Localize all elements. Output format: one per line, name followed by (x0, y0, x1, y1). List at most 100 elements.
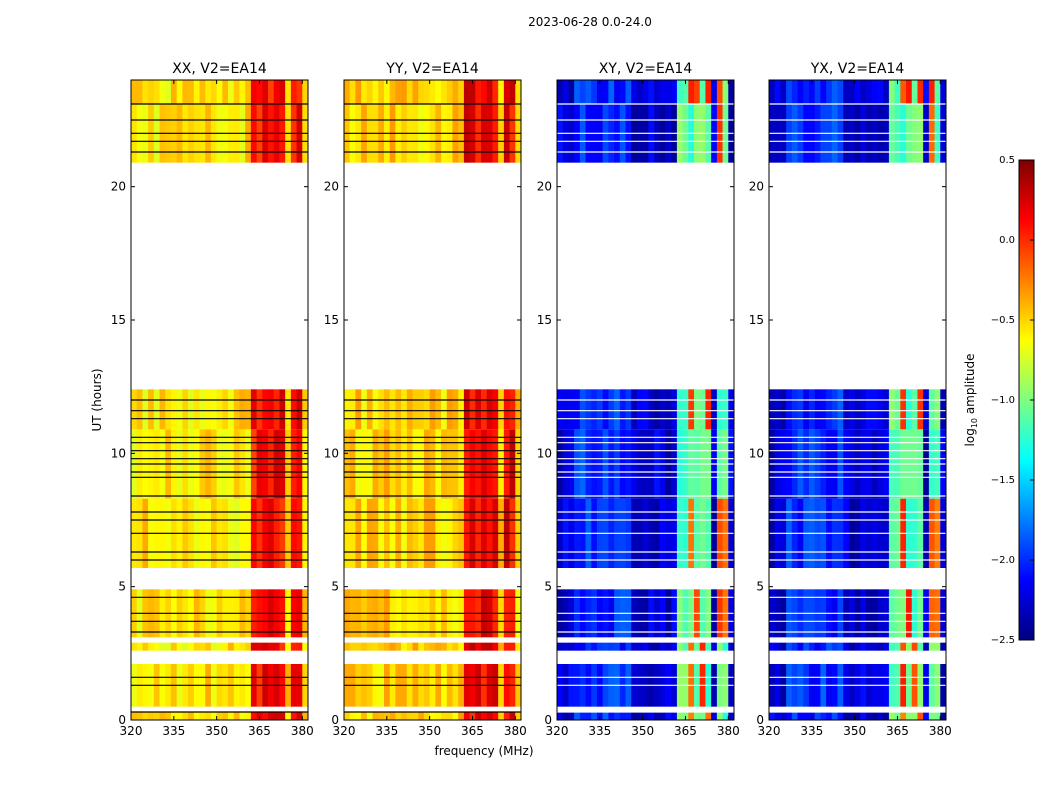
heatmap-cell (233, 389, 240, 430)
y-tick-label: 10 (749, 446, 764, 460)
x-tick-label: 380 (291, 724, 314, 738)
heatmap-cell (418, 642, 425, 651)
heatmap-cell (614, 642, 621, 651)
heatmap-cell (165, 642, 172, 651)
colorbar-label-main: log (963, 428, 977, 446)
heatmap-cell (412, 389, 419, 430)
y-tick-label: 20 (537, 180, 552, 194)
colorbar-tick-label: −2.0 (991, 555, 1015, 566)
heatmap-cell (233, 80, 240, 104)
heatmap-cell (820, 389, 827, 430)
heatmap-cell (648, 389, 655, 430)
heatmap-cell (372, 712, 379, 720)
x-tick-label: 365 (461, 724, 484, 738)
heatmap-cell (699, 80, 706, 104)
heatmap-cell (671, 80, 678, 104)
heatmap-cell (883, 712, 890, 720)
heatmap-cell (366, 642, 373, 651)
heatmap-cell (860, 80, 867, 104)
heatmap-cell (429, 712, 436, 720)
heatmap-cell (389, 712, 396, 720)
heatmap-cell (188, 80, 195, 104)
heatmap-cell (228, 80, 235, 104)
y-tick-label: 15 (537, 313, 552, 327)
heatmap-cell (791, 80, 798, 104)
y-axis: 0 5 10 15 20 (324, 180, 521, 727)
y-tick-label: 15 (111, 313, 126, 327)
heatmap-cell (475, 389, 482, 430)
heatmap-cell (808, 642, 816, 651)
panel-frame (130, 79, 309, 721)
heatmap-cell (429, 389, 436, 430)
heatmap-cell (562, 80, 569, 104)
heatmap-cell (682, 642, 689, 651)
heatmap-cell (503, 712, 510, 720)
heatmap-cell (917, 642, 924, 651)
heatmap-cell (492, 642, 499, 651)
heatmap-cell (469, 642, 476, 651)
y-tick-label: 0 (118, 713, 126, 727)
heatmap-cell (631, 389, 638, 430)
heatmap-cell (498, 80, 505, 104)
heatmap-cell (877, 80, 884, 104)
heatmap-cell (142, 712, 149, 720)
heatmap-cell (596, 389, 604, 430)
y-axis: 0 5 10 15 20 (749, 180, 946, 727)
heatmap-cell (694, 642, 701, 651)
heatmap-cell (774, 80, 781, 104)
heatmap-cell (423, 642, 431, 651)
heatmap-cell (406, 80, 413, 104)
heatmap-cell (934, 80, 941, 104)
x-tick-label: 350 (205, 724, 228, 738)
x-tick-label: 365 (886, 724, 909, 738)
heatmap-cell (268, 712, 275, 720)
heatmap-cell (642, 80, 649, 104)
heatmap-cell (469, 80, 476, 104)
heatmap-cell (355, 712, 362, 720)
heatmap-cell (883, 80, 890, 104)
heatmap-cell (136, 389, 143, 430)
heatmap-cell (355, 642, 362, 651)
heatmap-cell (182, 80, 189, 104)
heatmap-cell (894, 80, 901, 104)
heatmap-cell (786, 389, 793, 430)
heatmap-cell (688, 642, 695, 651)
x-tick-label: 320 (120, 724, 143, 738)
heatmap-cell (412, 642, 419, 651)
heatmap-cell (860, 712, 867, 720)
heatmap-cell (136, 80, 143, 104)
heatmap-cell (205, 80, 212, 104)
heatmap-cell (911, 80, 918, 104)
heatmap-cell (871, 712, 878, 720)
heatmap-cell (688, 389, 695, 430)
heatmap-cell (568, 712, 575, 720)
heatmap-cell (699, 642, 706, 651)
heatmap-cell (562, 642, 569, 651)
heatmap-cell (136, 642, 143, 651)
heatmap-cell (659, 712, 666, 720)
heatmap-cell (199, 80, 206, 104)
heatmap-cell (591, 389, 598, 430)
x-axis: 320 335 350 365 380 (758, 80, 952, 738)
heatmap-cell (596, 80, 604, 104)
heatmap-cell (193, 642, 200, 651)
heatmap-cell (279, 389, 286, 430)
heatmap-cell (222, 712, 229, 720)
heatmap-cell (769, 80, 776, 104)
heatmap-cell (774, 642, 781, 651)
heatmap-cell (585, 389, 592, 430)
heatmap-cell (170, 389, 178, 430)
heatmap-cell (791, 389, 798, 430)
heatmap-cell (458, 389, 465, 430)
heatmap-cell (866, 389, 873, 430)
heatmap-cell (917, 389, 924, 430)
heatmap-cell (711, 712, 718, 720)
heatmap-cell (296, 80, 303, 104)
heatmap-cell (608, 389, 615, 430)
heatmap-cell (928, 642, 935, 651)
heatmap-cell (803, 389, 810, 430)
heatmap-cell (711, 80, 718, 104)
heatmap-cell (906, 712, 913, 720)
